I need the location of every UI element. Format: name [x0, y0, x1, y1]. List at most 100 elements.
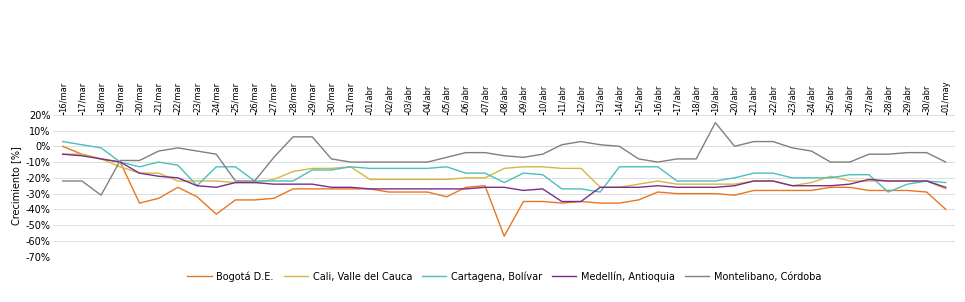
Medellín, Antioquia: [767, 179, 779, 183]
Medellín, Antioquia: [748, 179, 759, 183]
Cali, Valle del Cauca: [288, 170, 299, 173]
Montelibano, Córdoba: [134, 159, 146, 162]
Bogotá D.E.: [422, 190, 433, 194]
Montelibano, Córdoba: [652, 160, 664, 164]
Cali, Valle del Cauca: [652, 179, 664, 183]
Cartagena, Bolívar: [230, 165, 241, 169]
Medellín, Antioquia: [882, 179, 894, 183]
Montelibano, Córdoba: [517, 156, 529, 159]
Bogotá D.E.: [134, 201, 146, 205]
Montelibano, Córdoba: [633, 157, 645, 161]
Cartagena, Bolívar: [537, 173, 548, 176]
Cartagena, Bolívar: [441, 165, 453, 169]
Cartagena, Bolívar: [172, 163, 183, 167]
Medellín, Antioquia: [844, 182, 856, 186]
Medellín, Antioquia: [672, 185, 683, 189]
Montelibano, Córdoba: [844, 160, 856, 164]
Cali, Valle del Cauca: [498, 167, 510, 170]
Bogotá D.E.: [364, 187, 375, 191]
Montelibano, Córdoba: [76, 179, 88, 183]
Medellín, Antioquia: [806, 184, 817, 188]
Legend: Bogotá D.E., Cali, Valle del Cauca, Cartagena, Bolívar, Medellín, Antioquia, Mon: Bogotá D.E., Cali, Valle del Cauca, Cart…: [183, 267, 825, 285]
Medellín, Antioquia: [537, 187, 548, 191]
Cali, Valle del Cauca: [307, 167, 318, 170]
Montelibano, Córdoba: [786, 146, 798, 150]
Cartagena, Bolívar: [672, 179, 683, 183]
Line: Cali, Valle del Cauca: Cali, Valle del Cauca: [63, 154, 946, 189]
Medellín, Antioquia: [230, 181, 241, 185]
Cartagena, Bolívar: [364, 167, 375, 170]
Bogotá D.E.: [901, 189, 913, 192]
Cartagena, Bolívar: [652, 165, 664, 169]
Cartagena, Bolívar: [402, 167, 414, 170]
Medellín, Antioquia: [96, 157, 107, 161]
Montelibano, Córdoba: [940, 160, 951, 164]
Medellín, Antioquia: [364, 187, 375, 191]
Cartagena, Bolívar: [134, 165, 146, 169]
Cali, Valle del Cauca: [614, 185, 625, 189]
Cartagena, Bolívar: [498, 181, 510, 185]
Cartagena, Bolívar: [152, 160, 164, 164]
Medellín, Antioquia: [940, 185, 951, 189]
Medellín, Antioquia: [690, 185, 702, 189]
Cartagena, Bolívar: [614, 165, 625, 169]
Line: Cartagena, Bolívar: Cartagena, Bolívar: [63, 142, 946, 192]
Medellín, Antioquia: [460, 187, 472, 191]
Montelibano, Córdoba: [537, 153, 548, 156]
Bogotá D.E.: [672, 192, 683, 195]
Bogotá D.E.: [76, 153, 88, 156]
Cartagena, Bolívar: [268, 179, 280, 183]
Montelibano, Córdoba: [210, 153, 222, 156]
Cali, Valle del Cauca: [57, 153, 69, 156]
Montelibano, Córdoba: [307, 135, 318, 139]
Cali, Valle del Cauca: [96, 157, 107, 161]
Cartagena, Bolívar: [825, 176, 837, 180]
Medellín, Antioquia: [556, 200, 567, 203]
Cali, Valle del Cauca: [575, 167, 587, 170]
Bogotá D.E.: [191, 195, 203, 199]
Medellín, Antioquia: [517, 189, 529, 192]
Montelibano, Córdoba: [863, 153, 874, 156]
Cali, Valle del Cauca: [383, 178, 395, 181]
Medellín, Antioquia: [422, 187, 433, 191]
Bogotá D.E.: [556, 201, 567, 205]
Medellín, Antioquia: [575, 200, 587, 203]
Bogotá D.E.: [460, 185, 472, 189]
Medellín, Antioquia: [134, 171, 146, 175]
Cali, Valle del Cauca: [152, 171, 164, 175]
Cartagena, Bolívar: [422, 167, 433, 170]
Medellín, Antioquia: [307, 182, 318, 186]
Medellín, Antioquia: [614, 185, 625, 189]
Montelibano, Córdoba: [441, 156, 453, 159]
Montelibano, Córdoba: [594, 143, 606, 146]
Bogotá D.E.: [594, 201, 606, 205]
Montelibano, Córdoba: [921, 151, 932, 154]
Montelibano, Córdoba: [402, 160, 414, 164]
Montelibano, Córdoba: [556, 143, 567, 146]
Cartagena, Bolívar: [115, 160, 126, 164]
Montelibano, Córdoba: [729, 144, 740, 148]
Cartagena, Bolívar: [709, 179, 721, 183]
Cali, Valle del Cauca: [345, 165, 356, 169]
Cartagena, Bolívar: [76, 143, 88, 146]
Cartagena, Bolívar: [460, 171, 472, 175]
Medellín, Antioquia: [863, 178, 874, 181]
Line: Bogotá D.E.: Bogotá D.E.: [63, 146, 946, 236]
Montelibano, Córdoba: [288, 135, 299, 139]
Bogotá D.E.: [96, 157, 107, 161]
Cali, Valle del Cauca: [729, 182, 740, 186]
Medellín, Antioquia: [191, 184, 203, 188]
Cartagena, Bolívar: [921, 179, 932, 183]
Cali, Valle del Cauca: [901, 179, 913, 183]
Cartagena, Bolívar: [690, 179, 702, 183]
Bogotá D.E.: [806, 189, 817, 192]
Medellín, Antioquia: [709, 185, 721, 189]
Cali, Valle del Cauca: [863, 179, 874, 183]
Montelibano, Córdoba: [422, 160, 433, 164]
Cali, Valle del Cauca: [786, 184, 798, 188]
Bogotá D.E.: [844, 185, 856, 189]
Cartagena, Bolívar: [767, 171, 779, 175]
Bogotá D.E.: [633, 198, 645, 202]
Bogotá D.E.: [307, 187, 318, 191]
Bogotá D.E.: [748, 189, 759, 192]
